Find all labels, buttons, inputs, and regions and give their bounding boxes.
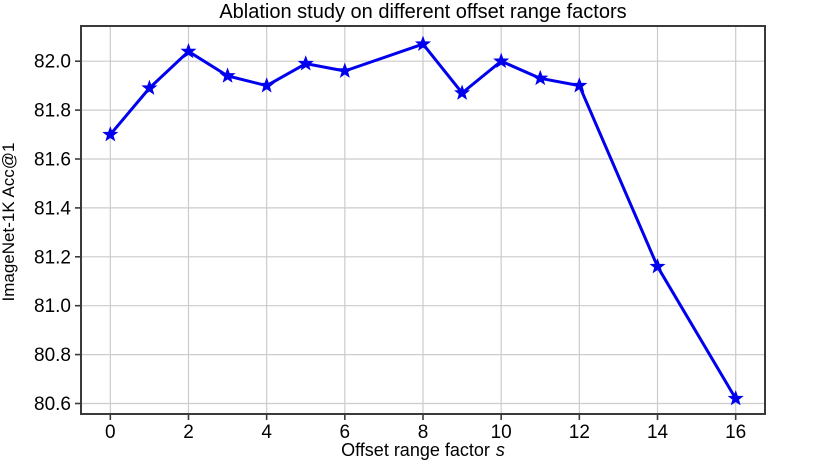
data-point-marker (414, 35, 432, 51)
y-tick-label: 80.8 (34, 345, 71, 366)
data-point-marker (727, 390, 744, 406)
y-tick-label: 81.8 (34, 101, 71, 122)
y-tick-label: 82.0 (34, 52, 71, 73)
x-tick-label: 12 (569, 422, 590, 443)
x-tick-label: 0 (105, 422, 116, 443)
y-tick-label: 81.0 (34, 296, 71, 317)
x-tick-label: 16 (725, 422, 746, 443)
x-tick-label: 6 (340, 422, 351, 443)
x-axis-label-variable: s (496, 440, 505, 460)
x-tick-label: 14 (647, 422, 669, 443)
data-point-marker (336, 62, 353, 78)
data-point-marker (649, 258, 666, 274)
data-point-marker (571, 77, 588, 93)
y-tick-label: 81.6 (34, 150, 71, 171)
x-tick-label: 8 (418, 422, 429, 443)
y-tick-label: 81.2 (34, 247, 71, 268)
data-point-marker (258, 77, 275, 93)
data-point-marker (102, 126, 119, 142)
y-axis-label: ImageNet-1K Acc@1 (0, 143, 18, 302)
x-tick-label: 2 (183, 422, 194, 443)
data-point-marker (454, 84, 471, 100)
x-axis-label-text: Offset range factor (341, 440, 490, 460)
data-series-line (108, 42, 738, 401)
y-tick-label: 80.6 (34, 394, 71, 415)
x-tick-label: 4 (261, 422, 272, 443)
data-point-marker (180, 42, 197, 59)
plot-area: 0 2 4 6 8 10 12 14 16 80.6 80.8 81.0 81.2 81.4 81.6 81.… (34, 25, 766, 443)
data-point-marker (141, 79, 158, 95)
x-tick-label: 10 (491, 422, 512, 443)
data-point-marker (493, 52, 510, 69)
chart-title: Ablation study on different offset range… (219, 1, 626, 23)
y-tick-label: 81.4 (34, 198, 71, 219)
data-point-marker (219, 67, 236, 83)
data-point-marker (532, 69, 549, 86)
x-axis-label: Offset range factor s (341, 440, 505, 460)
data-point-marker (297, 55, 314, 71)
